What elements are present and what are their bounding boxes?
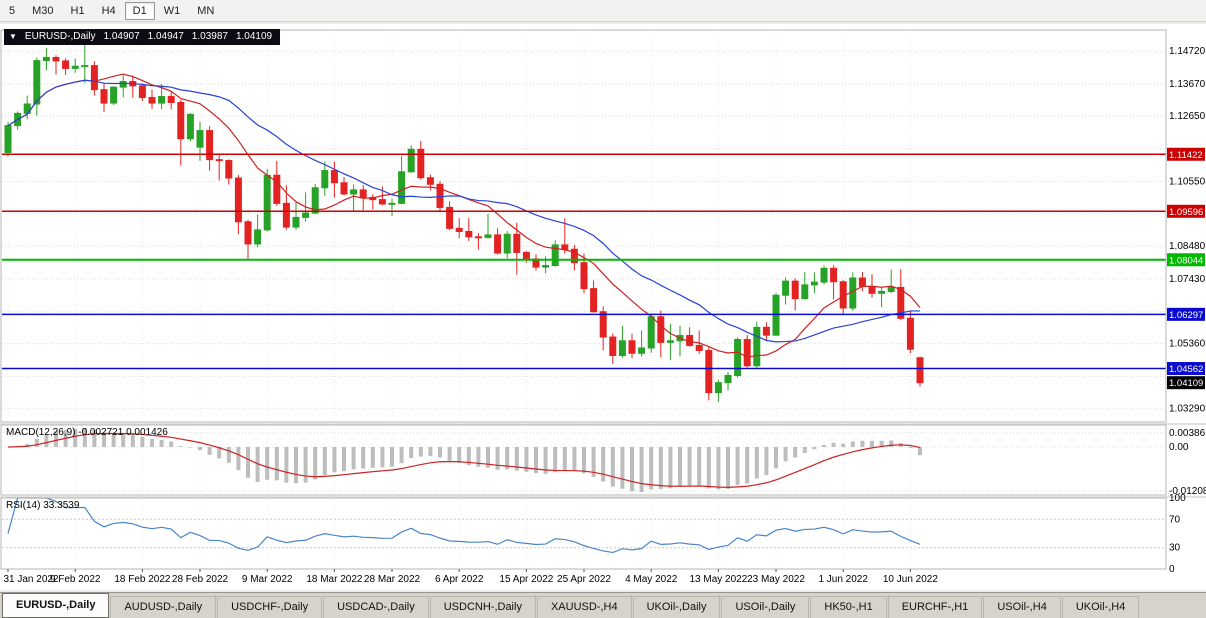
timeframe-button-mn[interactable]: MN <box>189 2 222 20</box>
price-tag-1.06297: 1.06297 <box>1167 307 1205 321</box>
tab-audusd-daily[interactable]: AUDUSD-,Daily <box>110 596 217 618</box>
svg-text:100: 100 <box>1169 493 1186 504</box>
macd-histogram <box>15 427 922 493</box>
svg-text:1.04109: 1.04109 <box>1169 378 1203 389</box>
svg-text:4 May 2022: 4 May 2022 <box>625 574 678 585</box>
rsi-gridlines: 100 70 30 0 <box>2 493 1186 575</box>
tab-usdcad-daily[interactable]: USDCAD-,Daily <box>323 596 429 618</box>
macd-signal-line <box>7 432 921 489</box>
svg-text:28 Feb 2022: 28 Feb 2022 <box>172 574 229 585</box>
svg-text:13 May 2022: 13 May 2022 <box>689 574 747 585</box>
tab-usoil-h4[interactable]: USOil-,H4 <box>983 596 1061 618</box>
svg-text:23 May 2022: 23 May 2022 <box>747 574 805 585</box>
timeframe-button-5[interactable]: 5 <box>1 2 23 20</box>
svg-text:1.08044: 1.08044 <box>1169 255 1203 266</box>
tab-usdcnh-daily[interactable]: USDCNH-,Daily <box>429 596 536 618</box>
svg-text:1.05360: 1.05360 <box>1169 339 1206 350</box>
svg-text:1.10550: 1.10550 <box>1169 176 1206 187</box>
ohlc-low: 1.03987 <box>191 31 228 42</box>
price-axis-labels: 1.14720 1.13670 1.12650 1.10550 1.08480 1.074… <box>1169 46 1206 414</box>
svg-text:28 Mar 2022: 28 Mar 2022 <box>364 574 421 585</box>
price-tag-1.08044: 1.08044 <box>1167 253 1205 267</box>
ohlc-close: 1.04109 <box>235 31 273 42</box>
svg-text:10 Jun 2022: 10 Jun 2022 <box>883 574 938 585</box>
tab-eurusd-daily[interactable]: EURUSD-,Daily <box>2 593 110 618</box>
tab-hk50-h1[interactable]: HK50-,H1 <box>810 596 887 618</box>
tab-usdchf-daily[interactable]: USDCHF-,Daily <box>217 596 323 618</box>
tab-xauusd-h4[interactable]: XAUUSD-,H4 <box>536 596 632 618</box>
svg-text:1.12650: 1.12650 <box>1169 111 1206 122</box>
svg-text:1.11422: 1.11422 <box>1169 150 1203 161</box>
timeframe-button-m30[interactable]: M30 <box>24 2 61 20</box>
rsi-indicator-label: RSI(14) 33.3539 <box>6 500 80 511</box>
svg-text:0.00: 0.00 <box>1169 442 1189 453</box>
svg-text:18 Feb 2022: 18 Feb 2022 <box>114 574 171 585</box>
svg-text:1.04562: 1.04562 <box>1169 364 1203 375</box>
rsi-line <box>7 497 921 554</box>
timeframe-toolbar: 5 M30 H1 H4 D1 W1 MN <box>0 0 1206 22</box>
chevron-down-icon[interactable]: ▼ <box>9 32 17 41</box>
svg-text:70: 70 <box>1169 514 1181 525</box>
svg-text:6 Apr 2022: 6 Apr 2022 <box>435 574 484 585</box>
chart-canvas[interactable]: 1.14720 1.13670 1.12650 1.10550 1.08480 1.074… <box>0 24 1206 590</box>
svg-text:1.06297: 1.06297 <box>1169 310 1203 321</box>
tab-eurchf-h1[interactable]: EURCHF-,H1 <box>887 596 983 618</box>
timeframe-button-h4[interactable]: H4 <box>94 2 124 20</box>
svg-text:0.00386: 0.00386 <box>1169 428 1206 439</box>
svg-text:1.03290: 1.03290 <box>1169 403 1206 414</box>
svg-text:9 Mar 2022: 9 Mar 2022 <box>242 574 293 585</box>
timeframe-button-h1[interactable]: H1 <box>63 2 93 20</box>
svg-text:1 Jun 2022: 1 Jun 2022 <box>818 574 868 585</box>
price-tag-1.04109: 1.04109 <box>1167 376 1205 390</box>
price-tag-1.11422: 1.11422 <box>1167 147 1205 161</box>
svg-text:1.09596: 1.09596 <box>1169 207 1203 218</box>
svg-text:18 Mar 2022: 18 Mar 2022 <box>306 574 363 585</box>
symbol-title: EURUSD-,Daily <box>24 31 96 42</box>
ohlc-open: 1.04907 <box>103 31 140 42</box>
svg-text:9 Feb 2022: 9 Feb 2022 <box>50 574 101 585</box>
ohlc-high: 1.04947 <box>147 31 184 42</box>
svg-text:30: 30 <box>1169 543 1181 554</box>
svg-text:31 Jan 2022: 31 Jan 2022 <box>3 574 58 585</box>
price-tag-1.09596: 1.09596 <box>1167 204 1205 218</box>
symbol-ohlc-bar[interactable]: ▼ EURUSD-,Daily 1.04907 1.04947 1.03987 … <box>4 29 281 45</box>
svg-text:1.14720: 1.14720 <box>1169 46 1206 57</box>
svg-text:25 Apr 2022: 25 Apr 2022 <box>557 574 611 585</box>
macd-indicator-label: MACD(12,26,9) -0.002721 0.001426 <box>6 427 168 438</box>
moving-average-21 <box>7 79 921 343</box>
timeframe-button-d1[interactable]: D1 <box>124 1 155 20</box>
chart-window: 1.14720 1.13670 1.12650 1.10550 1.08480 1.074… <box>0 24 1206 590</box>
svg-text:1.13670: 1.13670 <box>1169 79 1206 90</box>
price-tag-1.04562: 1.04562 <box>1167 362 1205 376</box>
symbol-tabs-bar: EURUSD-,Daily AUDUSD-,Daily USDCHF-,Daily U… <box>0 592 1206 618</box>
svg-text:1.08480: 1.08480 <box>1169 241 1206 252</box>
svg-text:1.07430: 1.07430 <box>1169 274 1206 285</box>
tab-ukoil-h4[interactable]: UKOil-,H4 <box>1061 596 1140 618</box>
timeframe-button-w1[interactable]: W1 <box>156 2 189 20</box>
tab-usoil-daily[interactable]: USOil-,Daily <box>721 596 810 618</box>
svg-text:0: 0 <box>1169 564 1175 575</box>
price-gridlines <box>2 50 1166 409</box>
svg-text:15 Apr 2022: 15 Apr 2022 <box>499 574 553 585</box>
tab-ukoil-daily[interactable]: UKOil-,Daily <box>632 596 721 618</box>
svg-text:-0.01208: -0.01208 <box>1169 486 1206 497</box>
